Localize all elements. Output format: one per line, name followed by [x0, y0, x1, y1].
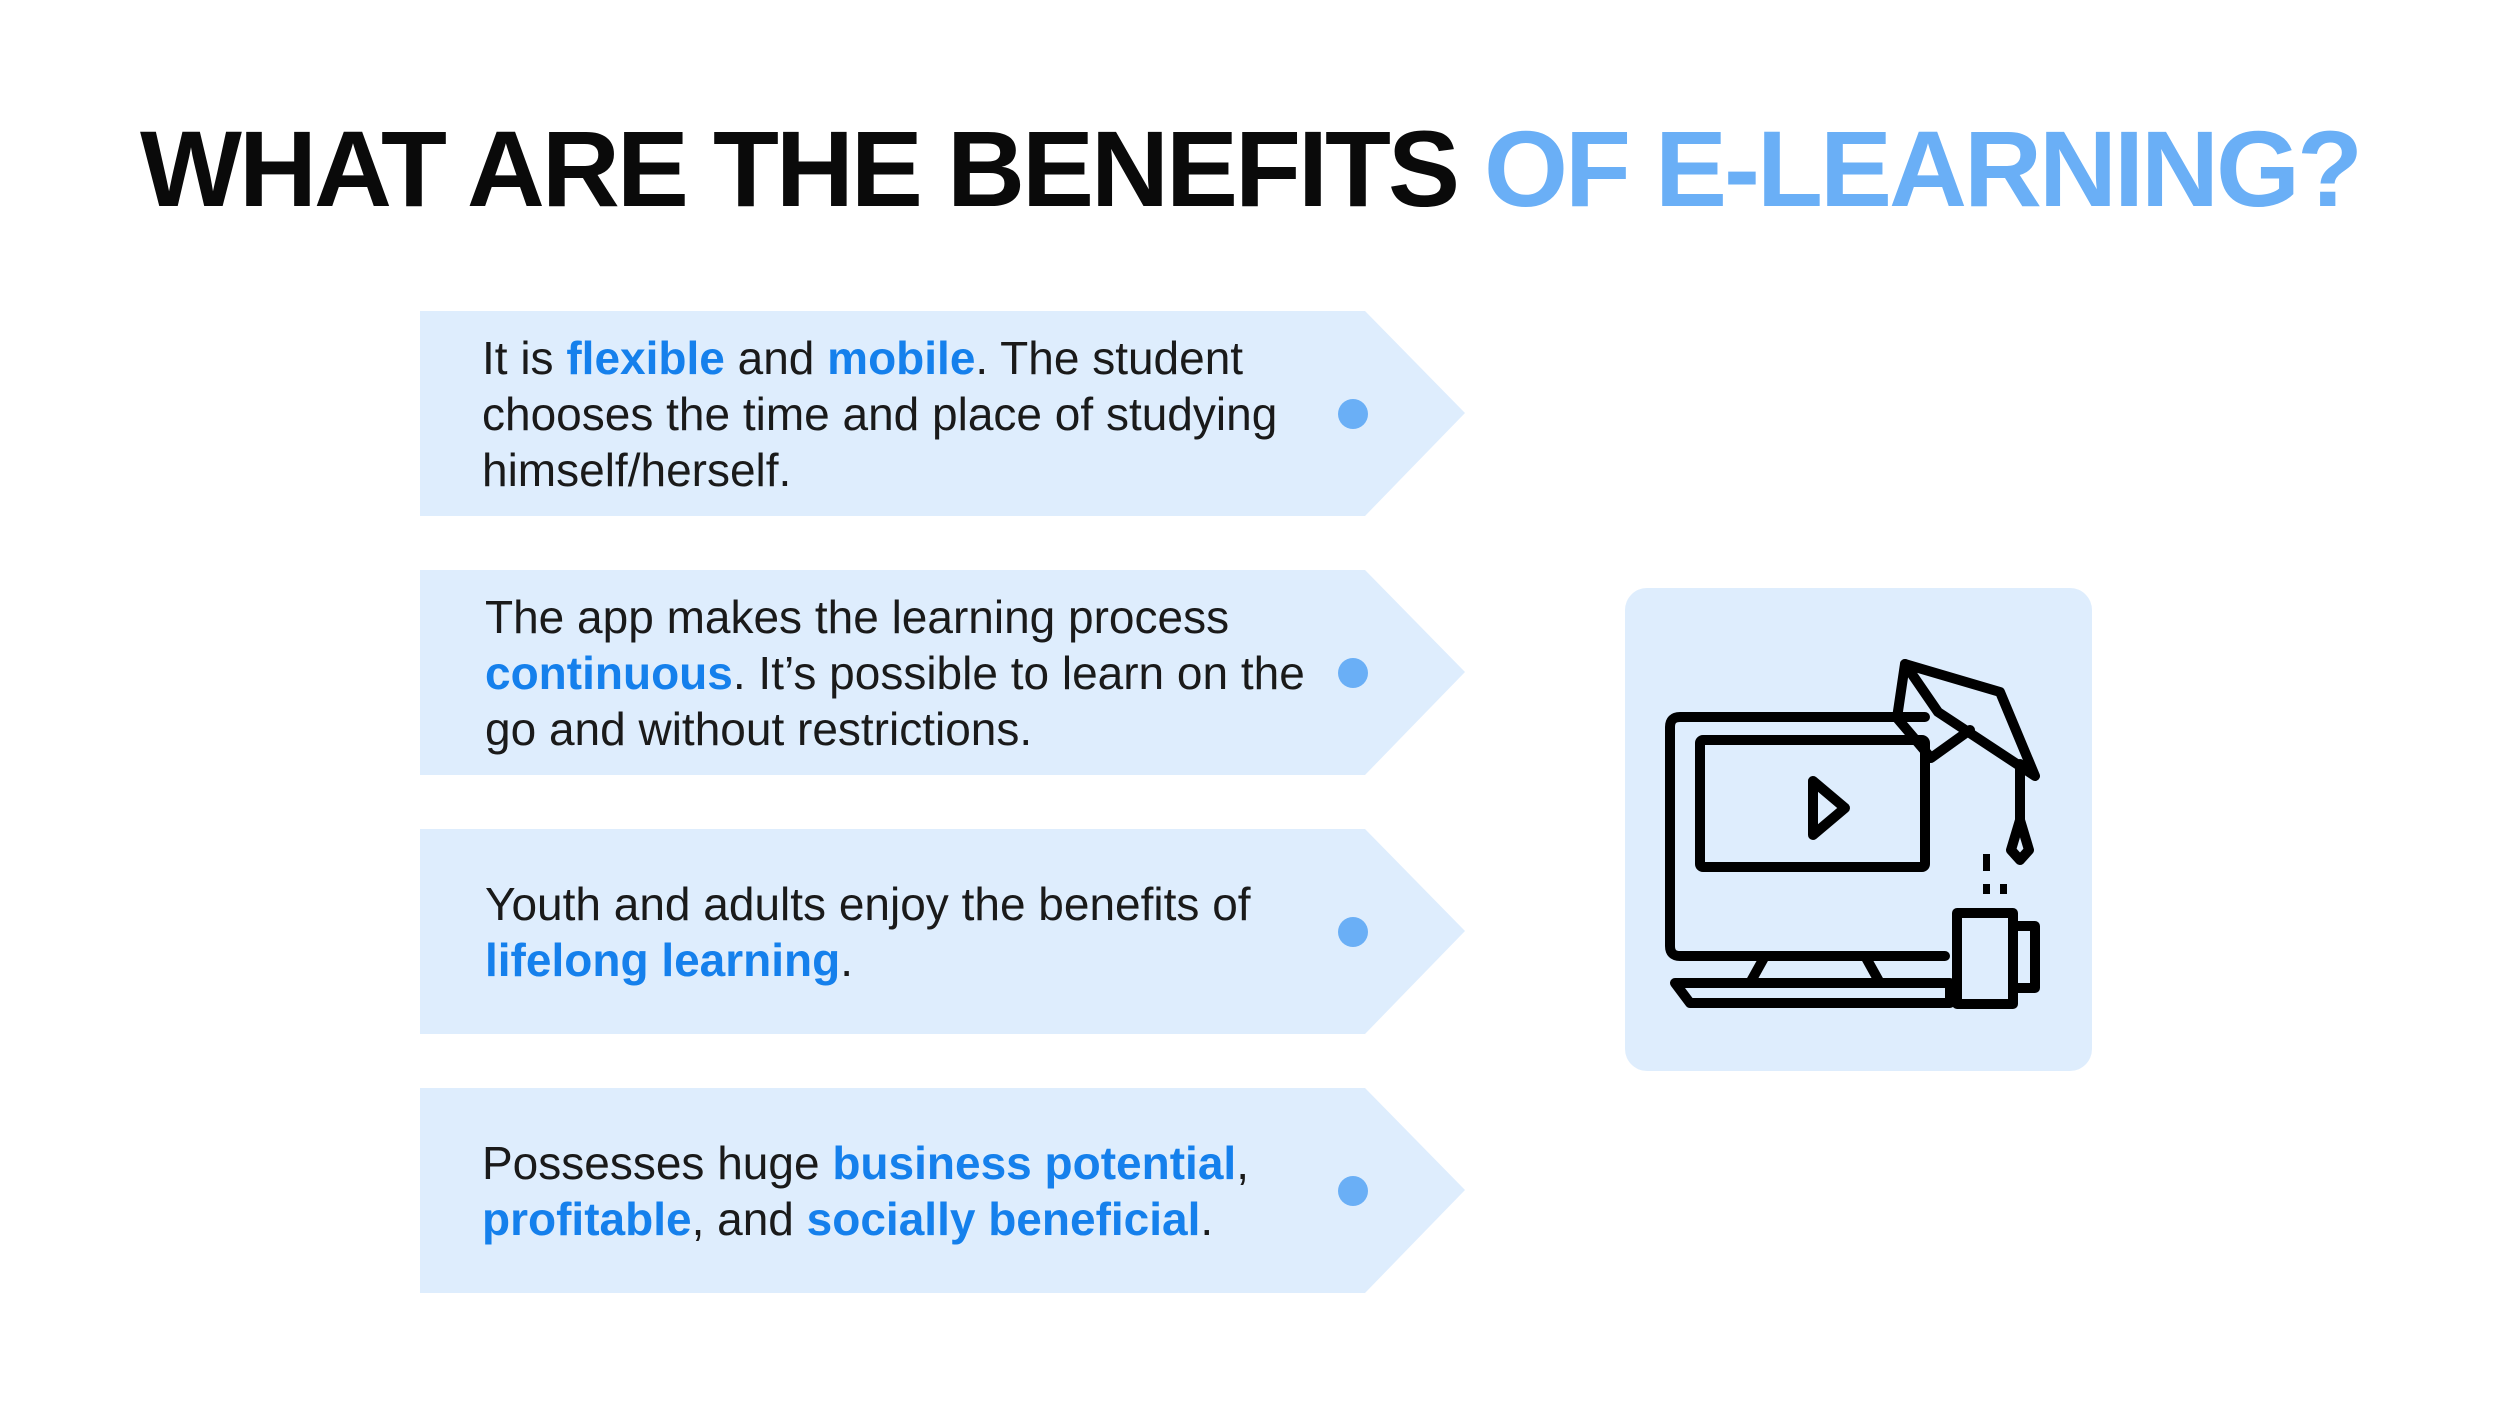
- benefit-highlight: socially beneficial: [807, 1193, 1201, 1245]
- benefit-text: Possesses huge business potential, profi…: [482, 1088, 1322, 1293]
- bullet-dot: [1338, 1176, 1368, 1206]
- bullet-dot: [1338, 917, 1368, 947]
- benefit-text-part: ,: [1236, 1137, 1249, 1189]
- benefit-highlight: continuous: [485, 647, 733, 699]
- benefit-card-4: Possesses huge business potential, profi…: [420, 1088, 1465, 1293]
- benefit-text-part: and: [725, 332, 827, 384]
- benefit-text-part: .: [1200, 1193, 1213, 1245]
- benefit-text-part: The app makes the learning process: [485, 591, 1229, 643]
- bullet-dot: [1338, 399, 1368, 429]
- benefit-text: It is flexible and mobile. The student c…: [482, 311, 1322, 516]
- benefit-card-1: It is flexible and mobile. The student c…: [420, 311, 1465, 516]
- benefit-text-part: Youth and adults enjoy the benefits of: [485, 878, 1251, 930]
- benefit-text: Youth and adults enjoy the benefits of l…: [485, 829, 1325, 1034]
- title-part-dark: WHAT ARE THE BENEFITS: [140, 108, 1457, 229]
- benefit-text-part: , and: [692, 1193, 807, 1245]
- elearning-computer-graduation-cap-icon: [1625, 588, 2092, 1071]
- benefit-text-part: It is: [482, 332, 566, 384]
- benefit-highlight: profitable: [482, 1193, 692, 1245]
- benefit-text: The app makes the learning process conti…: [485, 570, 1325, 775]
- benefit-text-part: .: [840, 934, 853, 986]
- benefit-card-2: The app makes the learning process conti…: [420, 570, 1465, 775]
- benefit-highlight: flexible: [566, 332, 725, 384]
- icon-panel: [1625, 588, 2092, 1071]
- benefit-highlight: business potential: [832, 1137, 1236, 1189]
- benefit-card-3: Youth and adults enjoy the benefits of l…: [420, 829, 1465, 1034]
- benefit-highlight: lifelong learning: [485, 934, 840, 986]
- benefit-text-part: Possesses huge: [482, 1137, 832, 1189]
- page-title: WHAT ARE THE BENEFITS OF E-LEARNING?: [0, 115, 2500, 223]
- benefit-highlight: mobile: [827, 332, 975, 384]
- bullet-dot: [1338, 658, 1368, 688]
- title-part-accent: OF E-LEARNING?: [1484, 108, 2360, 229]
